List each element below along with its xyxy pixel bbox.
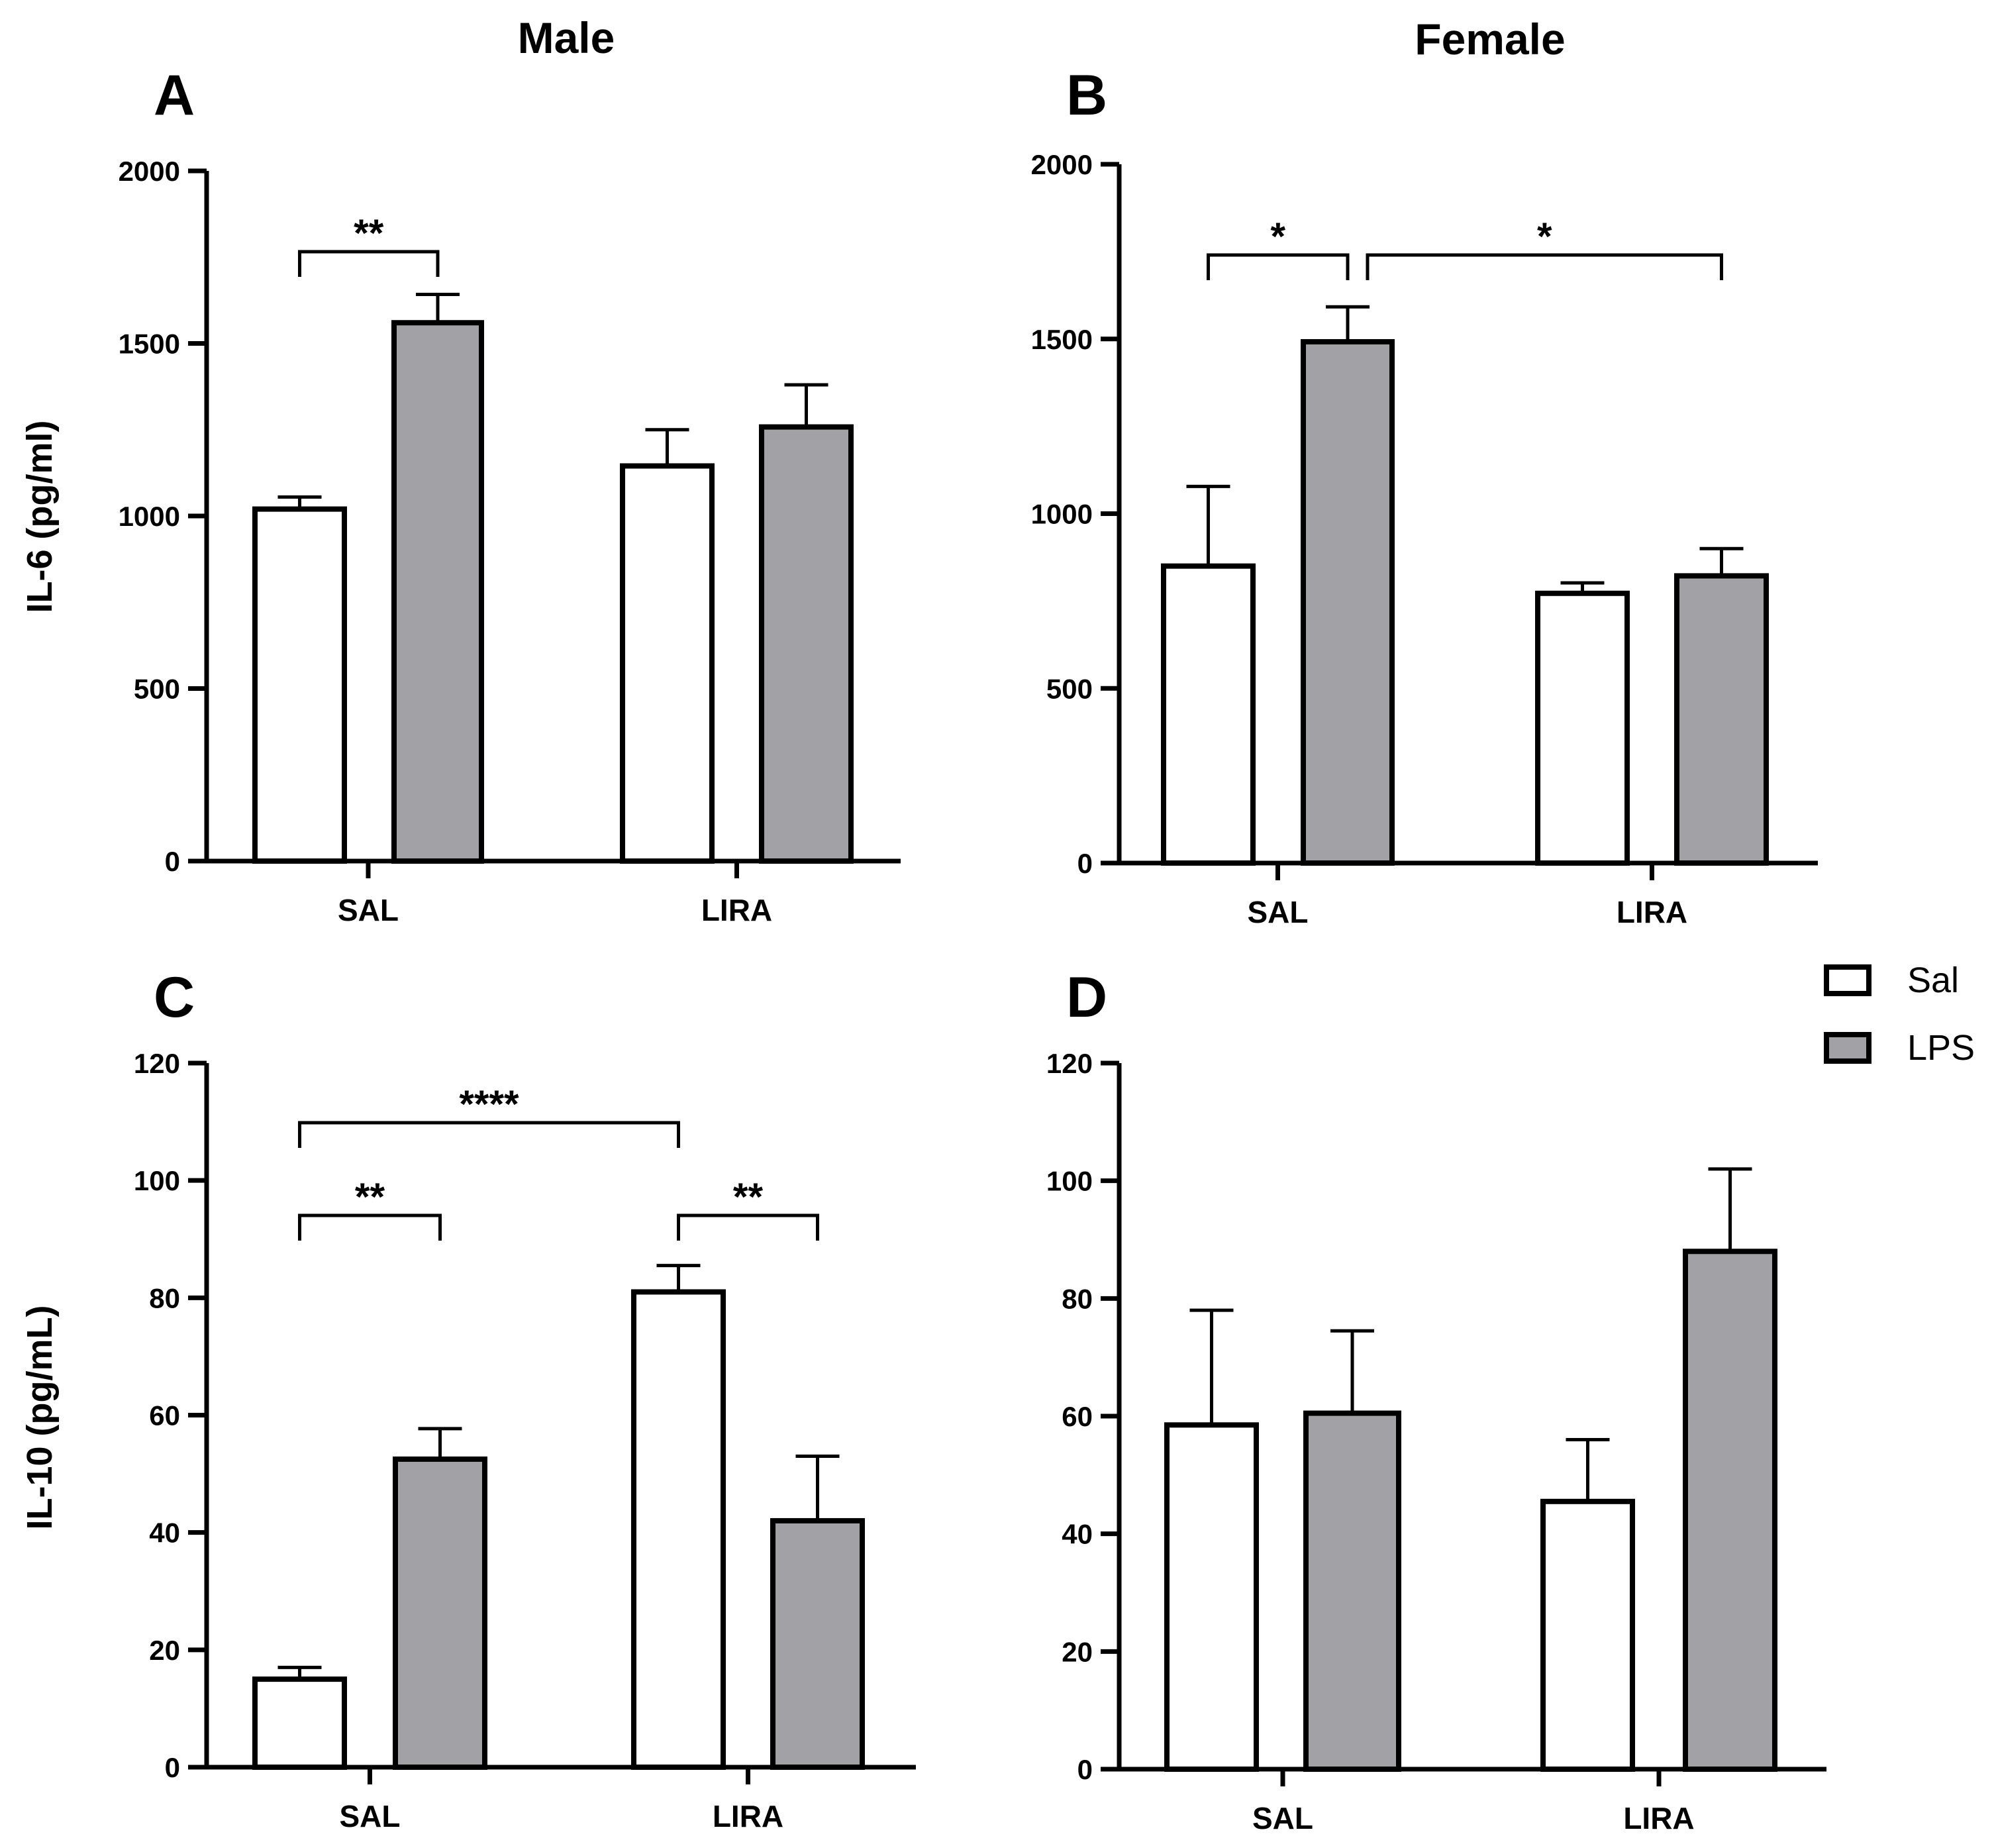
panel-c-significance-label: ** <box>733 1176 764 1219</box>
panel-b: B 0 500 1000 1500 2000 SAL LIRA * * <box>1031 64 1818 929</box>
panel-c-y-tick-label: 80 <box>149 1282 180 1313</box>
legend: Sal LPS <box>1824 960 1975 1068</box>
panel-d-y-tick-label: 100 <box>1046 1166 1093 1197</box>
panel-a-y-tick-label: 0 <box>165 846 180 877</box>
panel-d-y-tick-label: 40 <box>1062 1519 1093 1550</box>
panel-b-x-category-label: SAL <box>1248 895 1309 929</box>
panel-a-y-tick-label: 1500 <box>119 329 180 360</box>
panel-d-y-tick-label: 80 <box>1062 1283 1093 1314</box>
panel-a-y-tick-label: 500 <box>134 674 180 705</box>
panel-b-significance-bracket <box>1207 253 1350 280</box>
panel-c-significance-bracket <box>298 1213 442 1241</box>
panel-letter-b: B <box>1066 64 1107 127</box>
panel-b-significance-label: * <box>1537 215 1552 258</box>
panel-a-x-category-label: SAL <box>338 893 399 927</box>
panel-a-bar-lps-sal <box>391 320 484 864</box>
panel-c-y-tick-label: 40 <box>149 1517 180 1549</box>
panel-a-significance-bracket <box>298 250 440 277</box>
panel-c-x-category-label: LIRA <box>713 1799 783 1833</box>
panel-d-x-category-label: LIRA <box>1623 1801 1694 1835</box>
panel-letter-d: D <box>1066 966 1107 1029</box>
legend-label-lps: LPS <box>1907 1028 1975 1068</box>
panel-d-y-tick-label: 20 <box>1062 1636 1093 1667</box>
panel-d-bar-sal-lira <box>1540 1498 1635 1772</box>
panel-c-y-tick-label: 20 <box>149 1635 180 1666</box>
panel-b-significance-bracket <box>1366 253 1723 280</box>
panel-c-bar-sal-lira <box>631 1289 726 1770</box>
panel-a-bar-lps-lira <box>759 424 854 864</box>
panel-c-bar-lps-lira <box>770 1517 865 1770</box>
panel-c-y-tick-label: 0 <box>165 1752 180 1783</box>
panel-c-significance-label: **** <box>459 1083 519 1126</box>
panel-b-y-tick-label: 500 <box>1046 673 1093 704</box>
panel-d-x-category-label: SAL <box>1252 1801 1313 1835</box>
panel-b-bar-lps-sal <box>1301 338 1395 866</box>
panel-d-y-tick-label: 0 <box>1077 1754 1093 1785</box>
panel-a-y-axis-label: IL-6 (pg/ml) <box>20 421 60 613</box>
panel-d-y-tick-label: 60 <box>1062 1401 1093 1432</box>
panel-c-y-axis-label: IL-10 (pg/mL) <box>20 1306 60 1530</box>
panel-a-bar-sal-lira <box>620 463 715 864</box>
panel-c-significance-label: ** <box>355 1176 385 1219</box>
panel-letter-c: C <box>154 966 195 1029</box>
panel-b-bar-sal-lira <box>1535 590 1630 866</box>
panel-d-bar-sal-sal <box>1164 1422 1259 1772</box>
panel-a-y-tick-label: 2000 <box>119 156 180 187</box>
panel-letter-a: A <box>154 64 195 127</box>
legend-swatch-sal <box>1824 964 1871 996</box>
panel-c-y-tick-label: 120 <box>134 1048 180 1079</box>
panel-b-y-tick-label: 1500 <box>1031 324 1093 355</box>
panel-c-bar-lps-sal <box>393 1456 487 1770</box>
panel-c-significance-bracket <box>298 1121 680 1148</box>
column-title-female: Female <box>1415 15 1565 64</box>
legend-label-sal: Sal <box>1907 960 1959 1000</box>
panel-c-significance-bracket <box>677 1213 819 1241</box>
panel-a-significance-label: ** <box>354 212 384 255</box>
panel-a-bar-sal-sal <box>252 506 347 864</box>
panel-b-y-tick-label: 0 <box>1077 848 1093 879</box>
panel-c-x-category-label: SAL <box>340 1799 401 1833</box>
panel-d-bar-lps-sal <box>1303 1410 1401 1772</box>
panel-b-bar-lps-lira <box>1674 573 1769 866</box>
panel-a: A IL-6 (pg/ml) 0 500 1000 1500 2000 SAL LIRA ** <box>20 64 901 927</box>
panel-c-y-tick-label: 100 <box>134 1165 180 1196</box>
panel-d-y-tick-label: 120 <box>1046 1048 1093 1079</box>
panel-c-bar-sal-sal <box>252 1676 347 1770</box>
panel-d: D 0 20 40 60 80 100 120 SAL LIRA <box>1046 966 1826 1835</box>
panel-c-y-tick-label: 60 <box>149 1400 180 1431</box>
panel-b-significance-label: * <box>1270 215 1285 258</box>
panel-a-y-tick-label: 1000 <box>119 501 180 532</box>
panel-b-bar-sal-sal <box>1161 563 1256 866</box>
panel-a-x-category-label: LIRA <box>701 893 772 927</box>
panel-b-y-tick-label: 1000 <box>1031 499 1093 530</box>
panel-b-y-tick-label: 2000 <box>1031 149 1093 180</box>
panel-b-x-category-label: LIRA <box>1617 895 1687 929</box>
panel-d-bar-lps-lira <box>1683 1249 1777 1772</box>
column-title-male: Male <box>518 13 615 62</box>
legend-swatch-lps <box>1824 1032 1871 1064</box>
